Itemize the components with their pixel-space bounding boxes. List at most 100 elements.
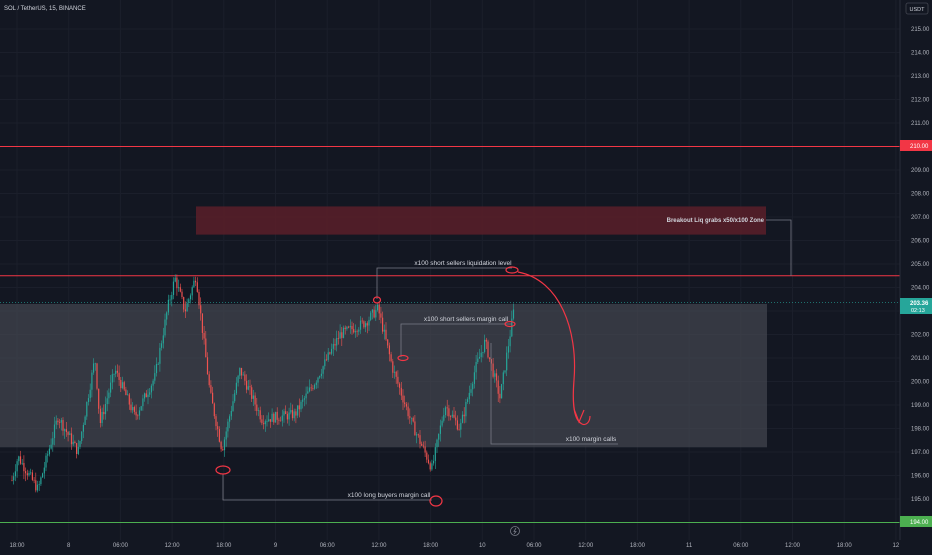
candle-body bbox=[147, 394, 149, 398]
candle-body bbox=[436, 439, 438, 448]
candle-body bbox=[336, 338, 338, 346]
candle-body bbox=[274, 411, 277, 423]
price-axis[interactable]: 215.00 214.00 213.00 212.00 211.00 210.00 209.… bbox=[899, 0, 932, 550]
candle-body bbox=[23, 462, 25, 472]
candle-body bbox=[123, 382, 125, 390]
candle-body bbox=[244, 374, 246, 381]
candle-body bbox=[115, 370, 117, 374]
support-tag: 194.00 bbox=[900, 516, 932, 527]
candle-body bbox=[456, 420, 458, 430]
candle-body bbox=[157, 363, 159, 365]
candle-body bbox=[31, 472, 33, 480]
candle-body bbox=[383, 329, 385, 332]
candle-body bbox=[104, 403, 107, 415]
candle-body bbox=[485, 339, 487, 342]
candle-body bbox=[40, 477, 42, 485]
candle-body bbox=[509, 336, 511, 347]
candle-body bbox=[171, 294, 173, 300]
candle-body bbox=[400, 387, 402, 396]
candle-body bbox=[337, 338, 339, 339]
candle-body bbox=[458, 429, 460, 431]
candle-body bbox=[421, 443, 423, 446]
candle-body bbox=[399, 383, 401, 388]
currency-badge[interactable]: USDT bbox=[905, 2, 929, 15]
candle-body bbox=[467, 399, 469, 402]
candle-body bbox=[118, 372, 120, 380]
candle-body bbox=[358, 329, 360, 332]
annotations: Breakout Liq grabs x50/x100 Zone x100 sh… bbox=[215, 218, 792, 507]
candle-body bbox=[477, 358, 479, 363]
candle-body bbox=[89, 389, 91, 399]
candle-body bbox=[62, 420, 64, 431]
candle-body bbox=[77, 446, 79, 454]
candle-body bbox=[351, 326, 353, 330]
candle-body bbox=[450, 416, 452, 418]
candle-body bbox=[133, 407, 135, 412]
marker-mid bbox=[397, 354, 409, 362]
candle-body bbox=[497, 380, 499, 394]
candle-body bbox=[70, 433, 73, 445]
candle-body bbox=[484, 339, 486, 352]
candle-body bbox=[269, 419, 271, 422]
candle-body bbox=[33, 479, 35, 481]
price-tick-label: 196.00 bbox=[911, 474, 930, 480]
candle-body bbox=[13, 476, 15, 481]
candle-body bbox=[376, 304, 379, 311]
candle-body bbox=[339, 332, 341, 339]
candle-body bbox=[210, 385, 212, 393]
candle-body bbox=[419, 435, 421, 444]
candle-body bbox=[320, 373, 322, 377]
candle-body bbox=[286, 413, 288, 420]
candle-body bbox=[135, 411, 137, 416]
margin-calls-connector bbox=[490, 343, 618, 445]
candle-body bbox=[322, 366, 324, 374]
candle-body bbox=[334, 344, 336, 346]
candle-body bbox=[397, 376, 399, 384]
candle-body bbox=[273, 413, 275, 423]
candle-body bbox=[365, 323, 367, 328]
candle-body bbox=[240, 367, 243, 376]
candle-body bbox=[193, 280, 195, 288]
last-price-tag: 203.36 02:13 bbox=[900, 298, 932, 314]
time-tick-label: 06:00 bbox=[113, 543, 129, 549]
candle-body bbox=[181, 291, 183, 298]
candle-body bbox=[293, 411, 295, 419]
candle-body bbox=[251, 387, 253, 399]
candle-body bbox=[166, 312, 168, 320]
candle-body bbox=[307, 391, 309, 394]
price-tick-label: 215.00 bbox=[911, 27, 930, 33]
time-tick-label: 12:00 bbox=[165, 543, 181, 549]
time-tick-label: 18:00 bbox=[837, 543, 853, 549]
candle-body bbox=[453, 414, 455, 418]
candle-body bbox=[159, 347, 161, 364]
candle-body bbox=[494, 373, 496, 377]
candle-body bbox=[96, 363, 98, 389]
candle-body bbox=[463, 414, 465, 417]
candle-body bbox=[137, 415, 139, 417]
candle-body bbox=[308, 387, 311, 392]
candle-body bbox=[409, 416, 411, 418]
marker-low-2 bbox=[429, 495, 443, 507]
candle-body bbox=[325, 359, 328, 361]
candle-body bbox=[264, 421, 266, 425]
candle-body bbox=[332, 344, 334, 349]
timezone-button[interactable] bbox=[510, 526, 520, 536]
time-axis[interactable]: 18:00 8 06:00 12:00 18:00 9 06:00 12:00 18:00 10 0… bbox=[0, 540, 932, 550]
candle-body bbox=[183, 297, 185, 310]
candle-body bbox=[410, 417, 413, 419]
candle-body bbox=[230, 410, 232, 417]
candle-body bbox=[128, 394, 130, 405]
last-price-tag-box bbox=[900, 298, 932, 314]
time-tick-label: 8 bbox=[67, 543, 71, 549]
candle-body bbox=[120, 379, 122, 389]
short-liq-connector bbox=[376, 267, 512, 299]
candle-body bbox=[281, 415, 283, 421]
symbol-title: SOL / TetherUS, 15, BINANCE bbox=[4, 6, 86, 12]
timezone-button-circle bbox=[510, 526, 520, 536]
candle-body bbox=[125, 389, 127, 396]
candle-body bbox=[200, 305, 202, 314]
candle-body bbox=[64, 429, 66, 431]
candle-body bbox=[290, 410, 292, 413]
